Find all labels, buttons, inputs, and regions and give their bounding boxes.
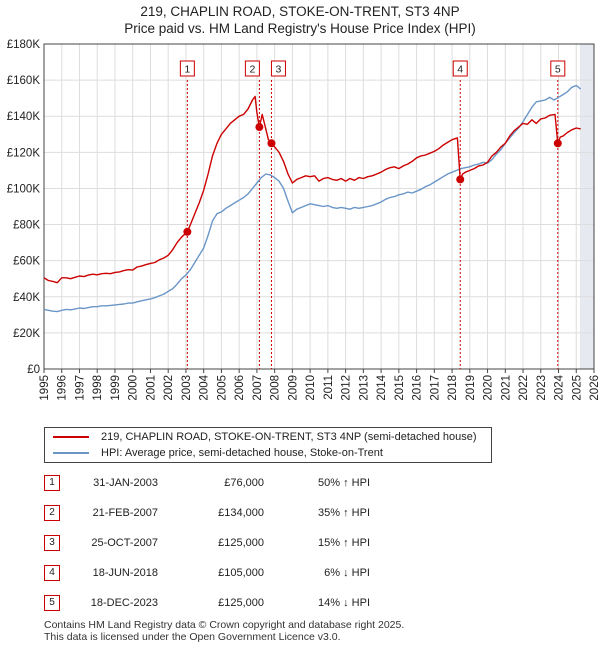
x-tick-label: 2003	[181, 375, 193, 401]
sale-hpi-change: 50% ↑ HPI	[318, 477, 370, 489]
sale-price: £125,000	[218, 597, 264, 609]
x-tick-label: 2022	[518, 375, 530, 401]
y-tick-label: £120K	[7, 147, 41, 159]
sale-point	[255, 123, 264, 132]
x-tick-label: 2002	[163, 375, 175, 401]
y-tick-label: £20K	[13, 328, 40, 340]
sale-date: 18-JUN-2018	[92, 567, 158, 579]
footer-licence: This data is licensed under the Open Gov…	[44, 631, 341, 643]
sale-price: £105,000	[218, 567, 264, 579]
sale-label-box	[244, 60, 260, 77]
table-row: 5 18-DEC-2023 £125,000 14% ↓ HPI	[0, 591, 600, 615]
table-row: 1 31-JAN-2003 £76,000 50% ↑ HPI	[0, 471, 600, 495]
x-tick-label: 2001	[145, 375, 157, 401]
plot-area	[44, 44, 594, 369]
legend-item-hpi: HPI: Average price, semi-detached house,…	[53, 446, 383, 460]
sale-point	[456, 175, 465, 184]
y-tick-label: £40K	[13, 292, 40, 304]
legend-item-property: 219, CHAPLIN ROAD, STOKE-ON-TRENT, ST3 4…	[53, 430, 477, 444]
x-tick-label: 2012	[341, 375, 353, 401]
price-chart: £0 £20K £40K £60K £80K £100K £120K £140K £160K £1…	[7, 39, 600, 401]
property-price-line	[43, 95, 581, 284]
y-tick-label: £0	[27, 364, 40, 376]
x-tick-label: 2021	[500, 375, 512, 401]
x-tick-label: 2005	[216, 375, 228, 401]
legend-label-property: 219, CHAPLIN ROAD, STOKE-ON-TRENT, ST3 4…	[101, 431, 477, 443]
x-tick-label: 2004	[199, 374, 211, 400]
x-tick-label: 1997	[74, 375, 86, 401]
x-tick-label: 2011	[323, 375, 335, 400]
sale-hpi-change: 6% ↓ HPI	[324, 567, 370, 579]
x-tick-label: 2000	[128, 375, 140, 401]
x-tick-label: 2008	[270, 375, 282, 401]
sale-hpi-change: 35% ↑ HPI	[318, 507, 370, 519]
x-tick-label: 2007	[252, 375, 264, 401]
sale-number-badge: 5	[44, 595, 60, 611]
sale-number-badge: 3	[44, 535, 60, 551]
x-tick-label: 1995	[39, 375, 51, 401]
sale-point	[183, 227, 192, 236]
x-tick-label: 2015	[394, 375, 406, 401]
plot-frame	[43, 43, 595, 370]
sale-number-badge: 4	[44, 565, 60, 581]
sale-point	[267, 139, 276, 148]
sale-number-badge: 1	[44, 475, 60, 491]
sale-date: 25-OCT-2007	[91, 537, 158, 549]
x-tick-label: 2024	[554, 374, 566, 400]
legend: 219, CHAPLIN ROAD, STOKE-ON-TRENT, ST3 4…	[44, 427, 492, 463]
x-tick-label: 2017	[429, 375, 441, 401]
x-tick-label: 2009	[287, 375, 299, 401]
y-tick-label: £80K	[13, 220, 40, 232]
sale-date: 31-JAN-2003	[93, 477, 158, 489]
x-tick-label: 2019	[465, 375, 477, 401]
sale-date: 18-DEC-2023	[90, 597, 158, 609]
footer-copyright: Contains HM Land Registry data © Crown c…	[44, 619, 405, 631]
x-tick-label: 2018	[447, 375, 459, 401]
y-tick-label: £140K	[7, 111, 41, 123]
x-tick-label: 2025	[571, 375, 583, 401]
sale-label-box	[270, 60, 286, 77]
sale-label-number: 2	[249, 64, 255, 76]
sale-label-box	[550, 60, 566, 77]
x-tick-label: 2023	[536, 375, 548, 401]
legend-label-hpi: HPI: Average price, semi-detached house,…	[101, 447, 383, 459]
sale-label-box	[179, 60, 195, 77]
sale-price: £76,000	[224, 477, 264, 489]
x-tick-label: 2026	[589, 375, 600, 401]
y-tick-label: £160K	[7, 75, 41, 87]
sale-label-number: 1	[184, 64, 190, 76]
forecast-shade	[579, 44, 594, 369]
sale-number-badge: 2	[44, 505, 60, 521]
sale-price: £134,000	[218, 507, 264, 519]
x-tick-label: 1999	[110, 375, 122, 401]
sale-label-number: 5	[555, 64, 561, 76]
x-tick-label: 1996	[57, 375, 69, 401]
table-row: 3 25-OCT-2007 £125,000 15% ↑ HPI	[0, 531, 600, 555]
sale-point	[553, 139, 562, 148]
x-tick-label: 2010	[305, 375, 317, 401]
x-tick-label: 2006	[234, 375, 246, 401]
x-tick-label: 2020	[483, 375, 495, 401]
sale-label-box	[452, 60, 468, 77]
sale-date: 21-FEB-2007	[92, 507, 158, 519]
table-row: 4 18-JUN-2018 £105,000 6% ↓ HPI	[0, 561, 600, 585]
x-tick-label: 2013	[358, 375, 370, 401]
sale-price: £125,000	[218, 537, 264, 549]
y-tick-label: £180K	[7, 39, 41, 51]
legend-swatch-hpi	[53, 452, 89, 455]
x-tick-label: 2014	[376, 374, 388, 400]
sale-hpi-change: 14% ↓ HPI	[318, 597, 370, 609]
hpi-line	[43, 84, 582, 313]
y-tick-label: £100K	[7, 183, 41, 195]
chart-title: 219, CHAPLIN ROAD, STOKE-ON-TRENT, ST3 4…	[140, 4, 460, 19]
y-tick-label: £60K	[13, 256, 40, 268]
x-tick-label: 2016	[412, 375, 424, 401]
x-tick-label: 1998	[92, 375, 104, 401]
legend-swatch-property	[53, 436, 89, 439]
sale-hpi-change: 15% ↑ HPI	[318, 537, 370, 549]
sale-label-number: 4	[457, 64, 463, 76]
chart-subtitle: Price paid vs. HM Land Registry's House …	[124, 21, 476, 36]
sale-label-number: 3	[276, 64, 282, 76]
table-row: 2 21-FEB-2007 £134,000 35% ↑ HPI	[0, 501, 600, 525]
